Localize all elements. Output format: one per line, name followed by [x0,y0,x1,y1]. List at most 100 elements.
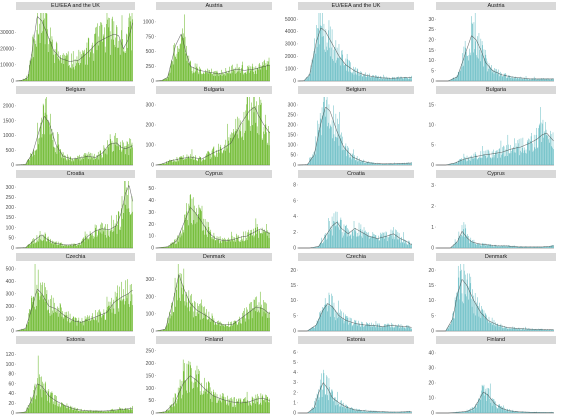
bar [61,151,63,165]
bar [551,78,553,81]
bar [311,59,313,81]
bar [532,247,534,248]
bar [184,214,185,248]
bar [344,408,346,413]
bar [41,294,42,331]
bar [80,245,81,248]
bar [496,150,497,165]
bar [50,113,51,165]
bar [82,411,83,413]
bar [50,27,51,82]
bar [97,45,99,81]
bar [386,232,387,248]
bar [267,64,269,81]
facet-panel: Belgium 0 50 100 150 200 250 300 [282,86,414,169]
bar [168,409,170,413]
bar [523,77,525,81]
bar [342,406,343,413]
bar [309,411,311,413]
bar [82,50,83,81]
bar [514,326,515,331]
bar [109,411,111,413]
bar [178,48,180,81]
bar [319,313,321,331]
bar [258,396,259,413]
bar [266,61,268,81]
bar [455,76,456,81]
bar [339,57,341,81]
bar [452,313,453,331]
bar [180,231,181,248]
bar [405,76,406,81]
bar [393,77,395,81]
bar [226,404,227,413]
bar [517,411,519,413]
bar [368,411,370,413]
bar [172,64,174,81]
bar [491,398,492,413]
bar [334,136,336,165]
bar [263,231,265,248]
bar [210,229,212,248]
bar [97,229,99,248]
bar [342,237,343,248]
bar [370,76,372,81]
bar [89,411,90,413]
facet-title: Belgium [298,86,414,94]
bar [93,411,95,413]
bar [254,227,256,248]
bar [261,404,262,413]
bar [199,304,200,331]
bar [500,246,502,248]
bar [372,325,374,331]
bar [182,285,184,331]
bar [180,43,181,81]
bar [318,13,320,81]
bar [69,245,70,248]
bar [251,229,252,248]
bar [126,208,128,248]
bar [521,147,523,165]
bar [350,408,352,413]
bar [533,134,535,165]
bar [334,397,335,413]
bar [61,58,63,81]
bar [228,399,230,413]
facet-panel: EU/EEA and the UK 0 10000 20000 30000 [0,2,135,85]
bar [248,229,249,248]
bar [129,148,131,165]
bar [251,107,253,165]
bar [366,162,368,165]
bar [225,400,227,413]
bar [236,235,238,248]
bar [91,234,92,248]
bar [375,235,376,248]
y-tick-label: 5 [431,313,434,319]
bar [174,160,175,165]
bar [324,234,325,248]
bar [329,124,331,165]
bar [308,411,310,413]
bar [188,55,190,81]
bar [324,97,325,165]
smoothed-line [298,221,412,249]
y-tick-label: 20 [428,37,434,43]
bar [52,404,54,413]
bar [375,74,376,81]
bar [121,409,122,413]
bar [526,411,527,413]
bar [34,383,36,413]
bar [538,329,540,331]
bar [25,411,26,413]
bar [82,321,83,331]
bar [89,315,90,331]
bar [47,29,48,81]
bar [54,62,55,81]
bar [264,66,266,81]
bar [398,411,399,413]
bar [474,13,476,81]
y-tick-label: 200 [6,304,15,310]
bar [255,311,257,331]
bar [249,97,250,165]
bar [334,141,335,165]
